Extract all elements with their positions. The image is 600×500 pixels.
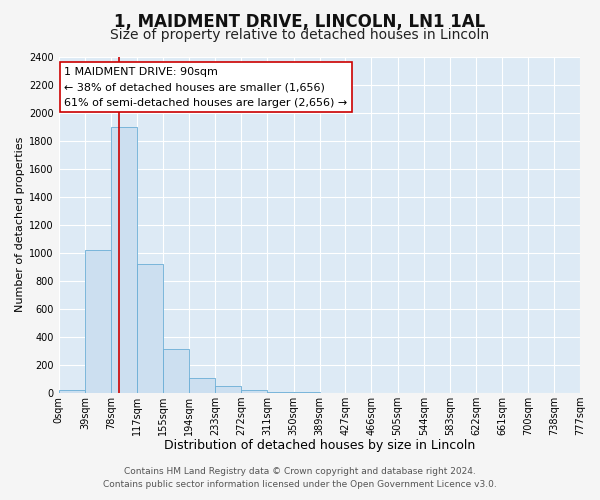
Bar: [241, 390, 268, 393]
Bar: [85, 250, 111, 393]
X-axis label: Distribution of detached houses by size in Lincoln: Distribution of detached houses by size …: [164, 440, 475, 452]
Text: Size of property relative to detached houses in Lincoln: Size of property relative to detached ho…: [110, 28, 490, 42]
Bar: [189, 378, 215, 393]
Text: Contains HM Land Registry data © Crown copyright and database right 2024.
Contai: Contains HM Land Registry data © Crown c…: [103, 468, 497, 489]
Bar: [215, 386, 241, 393]
Bar: [268, 392, 293, 393]
Bar: [293, 392, 320, 393]
Text: 1, MAIDMENT DRIVE, LINCOLN, LN1 1AL: 1, MAIDMENT DRIVE, LINCOLN, LN1 1AL: [115, 12, 485, 30]
Bar: [137, 264, 163, 393]
Bar: [59, 390, 85, 393]
Y-axis label: Number of detached properties: Number of detached properties: [15, 137, 25, 312]
Bar: [111, 126, 137, 393]
Bar: [163, 349, 189, 393]
Text: 1 MAIDMENT DRIVE: 90sqm
← 38% of detached houses are smaller (1,656)
61% of semi: 1 MAIDMENT DRIVE: 90sqm ← 38% of detache…: [64, 66, 347, 108]
